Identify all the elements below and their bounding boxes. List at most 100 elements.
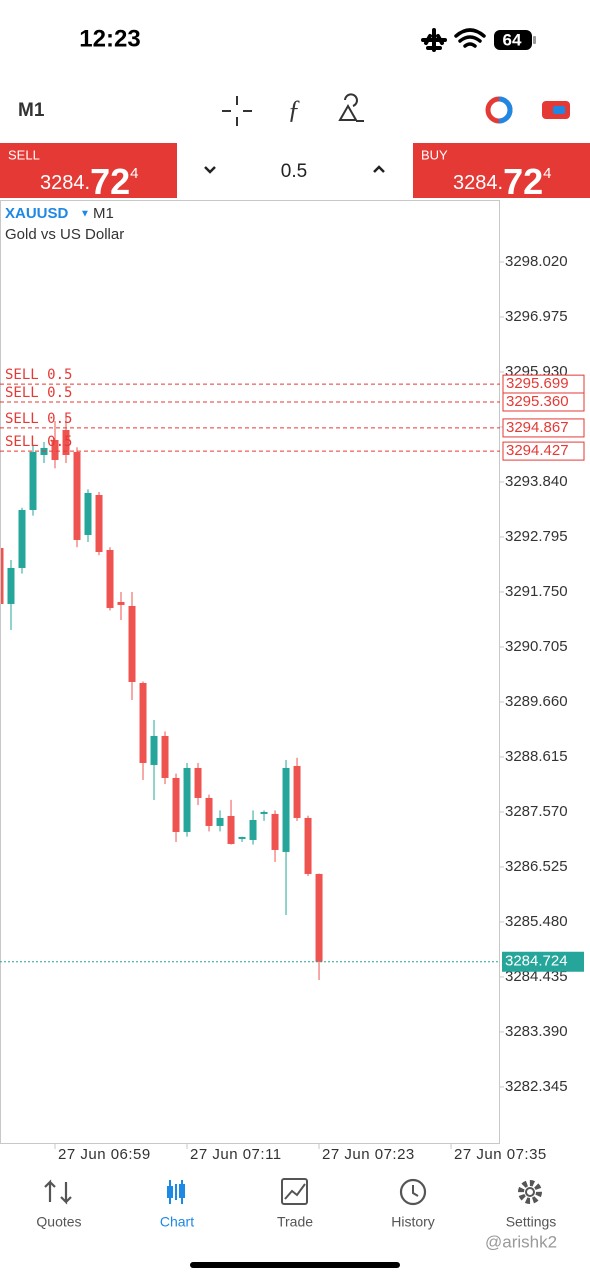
y-tick-label: 3286.525 (505, 858, 568, 875)
y-tick-label: 3285.480 (505, 913, 568, 930)
candle-body (249, 819, 257, 840)
symbol-caret: ▼ (80, 209, 90, 220)
order-price-box (502, 418, 585, 438)
symbol[interactable]: XAUUSD (5, 205, 69, 222)
y-tick-label: 3290.705 (505, 638, 568, 655)
candle-body (282, 767, 290, 852)
axes: 3298.0203296.9753295.9303294.8853293.840… (54, 253, 568, 1163)
candle-body (117, 601, 125, 605)
x-tick-label: 27 Jun 06:59 (58, 1146, 151, 1163)
candle-body (205, 797, 213, 826)
tab-bar: Quotes Chart Trade History Settings (36, 1178, 557, 1230)
chart-frame (0, 200, 500, 1144)
y-tick-label: 3296.975 (505, 308, 568, 325)
chart-icon-body (179, 1184, 185, 1198)
tab-label[interactable]: Quotes (36, 1214, 81, 1230)
battery-icon (494, 30, 532, 50)
tab-label[interactable]: Chart (160, 1214, 194, 1230)
settings-hub (525, 1187, 535, 1197)
quotes-icon (44, 1179, 72, 1205)
candle-body (1, 547, 4, 604)
y-tick-label: 3292.795 (505, 528, 568, 545)
order-price-label: 3294.427 (506, 442, 569, 459)
y-tick-label: 3287.570 (505, 803, 568, 820)
chart-icon-body (167, 1186, 173, 1198)
candle-body (271, 813, 279, 850)
x-tick-label: 27 Jun 07:35 (454, 1146, 547, 1163)
candle-body (62, 429, 70, 455)
tab-label[interactable]: Settings (506, 1214, 557, 1230)
indicators-icon[interactable]: ƒ (288, 95, 301, 124)
buy-price-big: 72 (503, 161, 543, 202)
volume-down[interactable] (204, 166, 216, 174)
current-price-box (502, 951, 584, 972)
candle-body (161, 735, 169, 778)
current-price-label: 3284.724 (505, 953, 568, 970)
history-icon (399, 1178, 427, 1206)
candle-body (128, 605, 136, 682)
candle-body (29, 451, 37, 510)
y-tick-label: 3291.750 (505, 583, 568, 600)
buy-label: BUY (421, 147, 448, 162)
candle-body (150, 735, 158, 765)
y-tick-label: 3289.660 (505, 693, 568, 710)
battery-level: 64 (503, 30, 522, 49)
candle-body (73, 451, 81, 540)
sell-button[interactable] (0, 143, 177, 198)
history-hands (412, 1185, 419, 1197)
candle-body (227, 815, 235, 844)
overlays: SELL 0.5 3295.699 SELL 0.5 3295.360 SELL 0.5… (0, 367, 585, 972)
candle-body (293, 765, 301, 818)
order-price-box (502, 441, 585, 461)
candle-body (304, 817, 312, 874)
y-tick-label: 3288.615 (505, 748, 568, 765)
plot-area (1, 415, 323, 981)
candle-body (172, 777, 180, 832)
y-tick-label: 3293.840 (505, 473, 568, 490)
candle-body (7, 567, 15, 604)
sell-price-main: 3284. (40, 172, 90, 194)
candle-body (106, 549, 114, 608)
order-label: SELL 0.5 (5, 367, 72, 383)
candle-body (84, 492, 92, 535)
candle-body (139, 682, 147, 763)
buy-button[interactable] (413, 143, 590, 198)
x-tick-label: 27 Jun 07:23 (322, 1146, 415, 1163)
battery-tip (533, 36, 536, 44)
order-price-label: 3294.867 (506, 419, 569, 436)
x-tick-label: 27 Jun 07:11 (190, 1146, 282, 1163)
sell-price-big: 72 (90, 161, 130, 202)
settings-icon (518, 1180, 542, 1204)
sell-label: SELL (8, 147, 40, 162)
candle-body (95, 494, 103, 552)
order-label: SELL 0.5 (5, 385, 72, 401)
candle-body (260, 811, 268, 814)
home-indicator (190, 1262, 400, 1268)
sell-price-sup: 4 (130, 165, 138, 182)
objects-icon[interactable] (338, 93, 364, 122)
crosshair-icon[interactable] (222, 96, 252, 126)
candle-body (18, 509, 26, 568)
y-tick-label: 3282.345 (505, 1078, 568, 1095)
trade-tab-line (284, 1183, 306, 1200)
order-price-box (502, 392, 585, 412)
candle-body (183, 767, 191, 832)
order-label: SELL 0.5 (5, 434, 72, 450)
candle-body (216, 817, 224, 826)
order-price-label: 3295.360 (506, 393, 569, 410)
volume[interactable]: 0.5 (281, 161, 307, 182)
candle-body (51, 439, 59, 460)
y-tick-label: 3284.435 (505, 968, 568, 985)
buy-price-main: 3284. (453, 172, 503, 194)
tab-label[interactable]: Trade (277, 1214, 313, 1230)
sell-price: 3284.724 (40, 161, 138, 202)
volume-up[interactable] (373, 165, 385, 173)
timeframe-button[interactable]: M1 (18, 100, 45, 121)
wifi-icon (454, 28, 486, 48)
tab-label[interactable]: History (391, 1214, 435, 1230)
order-price-label: 3295.699 (506, 375, 569, 392)
y-tick-label: 3283.390 (505, 1023, 568, 1040)
chart-subtitle: Gold vs US Dollar (5, 226, 124, 243)
y-tick-label: 3298.020 (505, 253, 568, 270)
